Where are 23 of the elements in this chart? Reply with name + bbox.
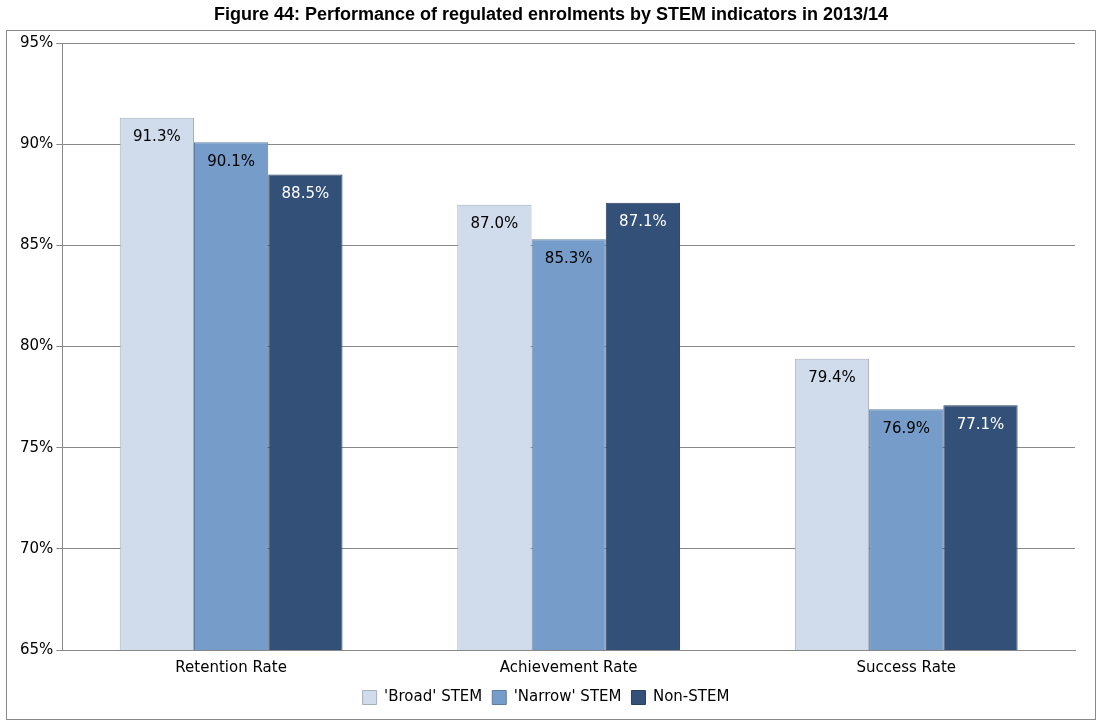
y-tick-label: 90% [20, 134, 54, 153]
y-tick-label: 80% [20, 336, 54, 355]
legend-label: Non-STEM [652, 687, 730, 706]
data-label: 87.1% [619, 212, 667, 231]
x-tick-label: Success Rate [856, 657, 956, 676]
y-tick-label: 75% [20, 437, 54, 456]
y-tick-label: 65% [20, 639, 54, 658]
data-label: 87.0% [470, 214, 519, 233]
chart-title: Figure 44: Performance of regulated enrolments by STEM indicators in 2013/14 [212, 4, 890, 25]
data-label: 76.9% [882, 418, 931, 437]
data-label: 90.1% [207, 151, 255, 170]
data-label: 85.3% [544, 248, 593, 267]
data-label: 79.4% [808, 368, 856, 387]
data-label: 91.3% [133, 127, 181, 146]
y-tick-label: 85% [20, 235, 54, 254]
y-tick-label: 70% [20, 538, 54, 557]
legend-label: 'Narrow' STEM [513, 687, 622, 706]
data-label: 88.5% [281, 183, 330, 202]
data-label: 77.1% [956, 414, 1005, 433]
y-tick-label: 95% [20, 32, 54, 51]
x-tick-label: Achievement Rate [499, 657, 638, 676]
x-tick-label: Retention Rate [175, 657, 287, 676]
legend-label: 'Broad' STEM [384, 687, 483, 706]
